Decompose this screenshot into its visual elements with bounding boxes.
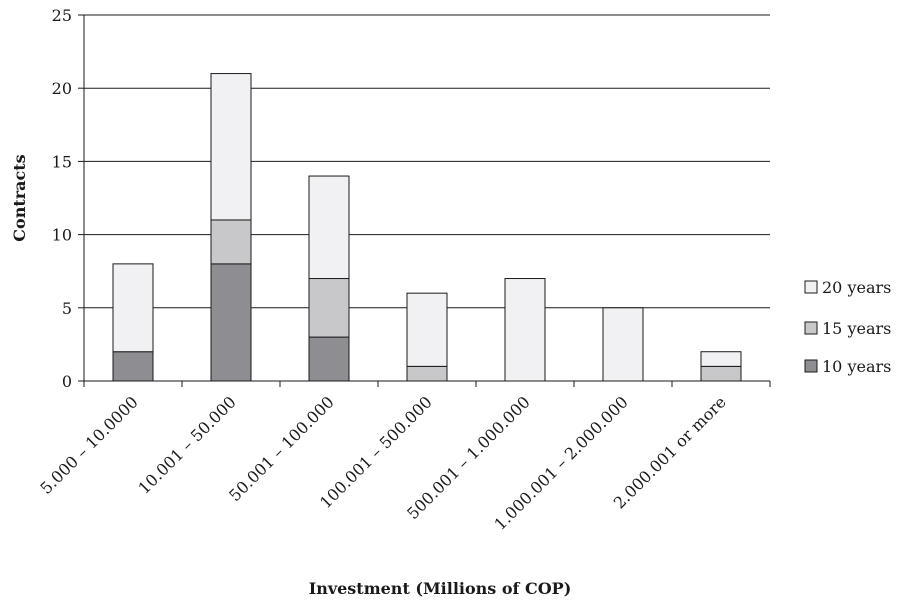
bars (112, 73, 742, 382)
legend-label: 20 years (822, 278, 891, 297)
y-axis-title: Contracts (10, 154, 29, 241)
legend-label: 15 years (822, 319, 891, 338)
legend: 20 years 15 years 10 years (804, 278, 891, 376)
bar-segment (406, 365, 448, 382)
bar-segment (308, 278, 350, 338)
bar-segment (112, 351, 154, 382)
x-tick-label: 5.000 – 10.0000 (36, 392, 141, 497)
x-tick-label: 10.001 – 50.000 (134, 392, 239, 497)
bar-segment (210, 219, 252, 265)
legend-label: 10 years (822, 357, 891, 376)
gridlines (78, 14, 771, 387)
y-tick-label: 20 (52, 79, 72, 98)
legend-swatch (804, 321, 818, 335)
bar-segment (602, 307, 644, 382)
x-tick-label: 2.000.001 or more (610, 392, 730, 512)
bar-segment (308, 175, 350, 280)
bar-segment (406, 292, 448, 367)
y-tick-label: 5 (62, 299, 72, 318)
x-axis-title: Investment (Millions of COP) (309, 579, 572, 598)
bar-segment (504, 278, 546, 382)
y-tick-label: 25 (52, 6, 72, 25)
y-tick-label: 0 (62, 372, 72, 391)
bar-segment (210, 263, 252, 382)
y-tick-label: 15 (52, 152, 72, 171)
x-tick-label: 50.001 – 100.000 (225, 392, 338, 505)
y-tick-labels: 0 5 10 15 20 25 (52, 6, 72, 391)
bar-segment (112, 263, 154, 353)
bar-segment (700, 351, 742, 367)
bar-segment (210, 73, 252, 221)
y-tick-label: 10 (52, 226, 72, 245)
axes (83, 15, 770, 382)
bar-segment (308, 336, 350, 382)
bar-segment (700, 365, 742, 382)
legend-swatch (804, 280, 818, 294)
legend-swatch (804, 359, 818, 373)
